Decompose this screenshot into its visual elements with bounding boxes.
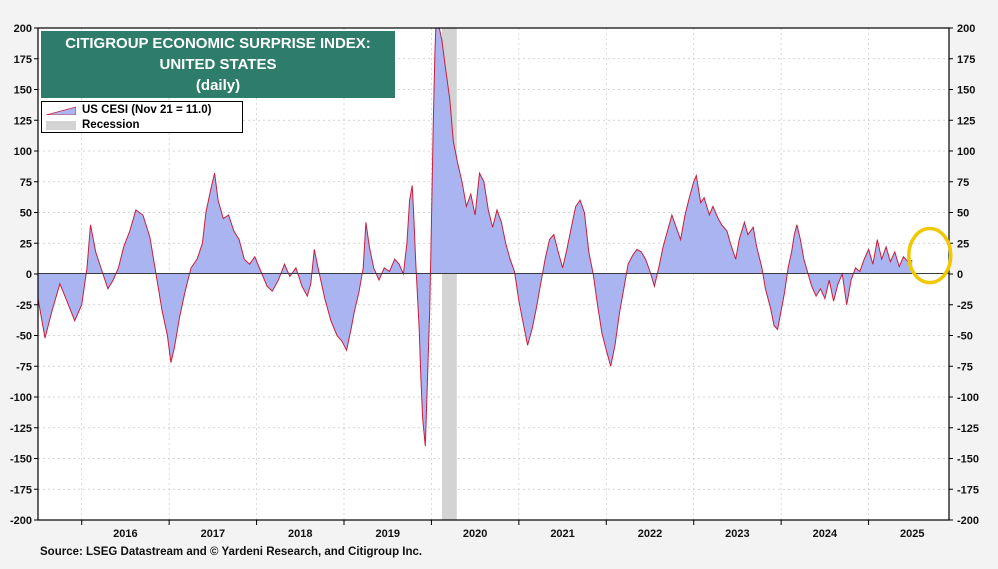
source-note: Source: LSEG Datastream and © Yardeni Re… — [40, 546, 423, 558]
y-ticks: 200 200 175 175 150 150 125 125 100 100 75 75 50 50 25… — [10, 23, 979, 527]
y-tick-label-left: 75 — [20, 177, 32, 189]
y-tick-label-left: -175 — [10, 484, 32, 496]
chart-title-line-2: UNITED STATES — [159, 56, 277, 73]
y-tick-label-left: 175 — [14, 54, 32, 66]
y-tick-label-left: 150 — [14, 85, 32, 97]
chart-title-line-1: CITIGROUP ECONOMIC SURPRISE INDEX: — [65, 35, 371, 52]
x-tick-label: 2023 — [725, 528, 749, 540]
y-tick-label-right: 100 — [957, 146, 975, 158]
x-tick-label: 2021 — [550, 528, 574, 540]
y-tick-label-left: -75 — [16, 361, 32, 373]
x-tick-label: 2016 — [113, 528, 137, 540]
legend-swatch-series — [46, 106, 76, 115]
x-tick-label: 2020 — [463, 528, 487, 540]
y-tick-label-right: 0 — [957, 269, 963, 281]
y-tick-label-left: -125 — [10, 423, 32, 435]
y-tick-label-right: -125 — [957, 423, 979, 435]
x-tick-label: 2017 — [201, 528, 225, 540]
y-tick-label-left: -25 — [16, 300, 32, 312]
x-tick-label: 2019 — [375, 528, 399, 540]
y-tick-label-left: -50 — [16, 331, 32, 343]
y-tick-label-right: -175 — [957, 484, 979, 496]
y-tick-label-left: 100 — [14, 146, 32, 158]
legend-entry-recession: Recession — [46, 118, 140, 132]
y-tick-label-right: -100 — [957, 392, 979, 404]
y-tick-label-left: -150 — [10, 454, 32, 466]
y-tick-label-right: -50 — [957, 331, 973, 343]
legend-label-series: US CESI (Nov 21 = 11.0) — [82, 104, 212, 116]
y-tick-label-right: 75 — [957, 177, 969, 189]
highlight-circle — [907, 226, 953, 285]
legend-label-recession: Recession — [82, 119, 140, 131]
y-tick-label-right: 150 — [957, 85, 975, 97]
y-tick-label-right: 25 — [957, 238, 969, 250]
y-tick-label-right: -200 — [957, 515, 979, 527]
y-tick-label-right: -150 — [957, 454, 979, 466]
x-ticks: 2016 2017 2018 2019 2020 2021 2022 2023 2024 2025 — [81, 520, 925, 540]
legend-swatch-recession — [46, 120, 76, 130]
chart-title-box: CITIGROUP ECONOMIC SURPRISE INDEX: UNITE… — [41, 31, 395, 98]
x-tick-label: 2018 — [288, 528, 312, 540]
x-tick-label: 2025 — [900, 528, 924, 540]
highlight-group — [907, 226, 953, 285]
y-tick-label-right: -25 — [957, 300, 973, 312]
y-tick-label-right: 200 — [957, 23, 975, 35]
y-tick-label-left: 0 — [26, 269, 32, 281]
legend-entry-series: US CESI (Nov 21 = 11.0) — [46, 103, 211, 117]
y-tick-label-left: 25 — [20, 238, 32, 250]
x-tick-label: 2022 — [638, 528, 662, 540]
y-tick-label-left: -100 — [10, 392, 32, 404]
y-tick-label-right: -75 — [957, 361, 973, 373]
y-tick-label-right: 175 — [957, 54, 975, 66]
y-tick-label-left: 125 — [14, 115, 32, 127]
y-tick-label-right: 50 — [957, 208, 969, 220]
series-area — [38, 28, 913, 447]
y-tick-label-left: 50 — [20, 208, 32, 220]
y-tick-label-left: 200 — [14, 23, 32, 35]
y-tick-label-right: 125 — [957, 115, 975, 127]
series-line — [37, 27, 913, 447]
y-tick-label-left: -200 — [10, 515, 32, 527]
series-area-group — [37, 27, 913, 447]
x-tick-label: 2024 — [813, 528, 838, 540]
legend: US CESI (Nov 21 = 11.0) Recession — [41, 101, 243, 133]
chart-title-line-3: (daily) — [195, 77, 241, 94]
